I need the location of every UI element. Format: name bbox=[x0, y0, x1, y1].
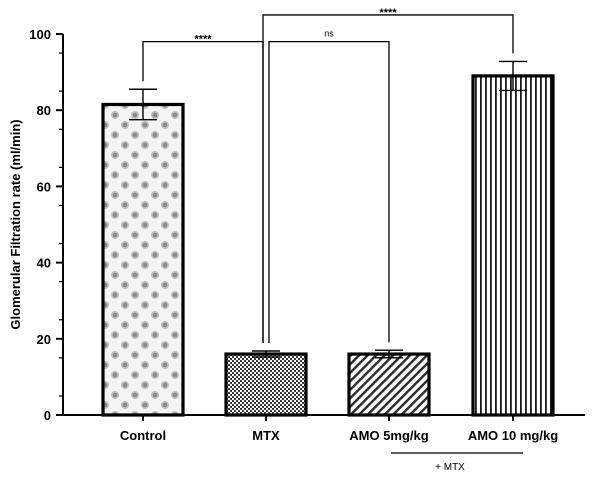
y-tick-label-0: 0 bbox=[44, 408, 51, 423]
x-category-label-0: Control bbox=[120, 428, 166, 443]
bar-2 bbox=[347, 352, 431, 417]
significance-label-2: **** bbox=[379, 7, 397, 19]
significance-bracket-1 bbox=[268, 40, 390, 343]
y-tick-label-60: 60 bbox=[37, 179, 51, 194]
y-tick-label-100: 100 bbox=[29, 27, 51, 42]
y-tick-label-80: 80 bbox=[37, 103, 51, 118]
group-note-label: + MTX bbox=[435, 462, 465, 473]
x-category-label-2: AMO 5mg/kg bbox=[349, 428, 429, 443]
y-tick-label-40: 40 bbox=[37, 256, 51, 271]
bar-1 bbox=[224, 352, 308, 417]
y-axis-title: Glomerular Filtration rate (ml/min) bbox=[8, 119, 23, 329]
bar-3 bbox=[471, 74, 555, 417]
y-tick-label-20: 20 bbox=[37, 332, 51, 347]
significance-label-0: **** bbox=[194, 34, 212, 46]
significance-bracket-2 bbox=[262, 14, 514, 343]
x-category-label-1: MTX bbox=[252, 428, 280, 443]
x-category-label-3: AMO 10 mg/kg bbox=[468, 428, 558, 443]
bar-0 bbox=[101, 102, 185, 417]
significance-label-1: ns bbox=[324, 29, 334, 39]
